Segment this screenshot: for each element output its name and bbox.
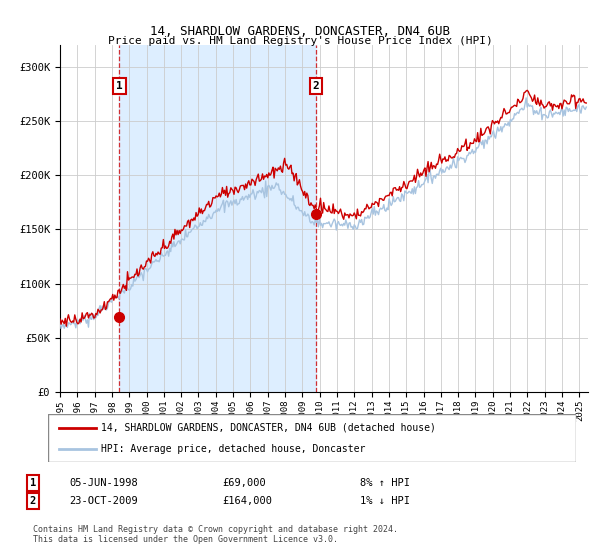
Text: £164,000: £164,000 (222, 496, 272, 506)
Text: 1: 1 (30, 478, 36, 488)
Text: 14, SHARDLOW GARDENS, DONCASTER, DN4 6UB (detached house): 14, SHARDLOW GARDENS, DONCASTER, DN4 6UB… (101, 423, 436, 433)
Text: 2: 2 (313, 81, 320, 91)
Text: 14, SHARDLOW GARDENS, DONCASTER, DN4 6UB: 14, SHARDLOW GARDENS, DONCASTER, DN4 6UB (150, 25, 450, 38)
Text: Contains HM Land Registry data © Crown copyright and database right 2024.
This d: Contains HM Land Registry data © Crown c… (33, 525, 398, 544)
Text: 1% ↓ HPI: 1% ↓ HPI (360, 496, 410, 506)
Text: 1: 1 (116, 81, 123, 91)
Text: 23-OCT-2009: 23-OCT-2009 (69, 496, 138, 506)
Text: 8% ↑ HPI: 8% ↑ HPI (360, 478, 410, 488)
Bar (119, 45, 316, 392)
Text: Price paid vs. HM Land Registry's House Price Index (HPI): Price paid vs. HM Land Registry's House … (107, 36, 493, 46)
Text: 05-JUN-1998: 05-JUN-1998 (69, 478, 138, 488)
Text: £69,000: £69,000 (222, 478, 266, 488)
Text: HPI: Average price, detached house, Doncaster: HPI: Average price, detached house, Donc… (101, 444, 365, 454)
Text: 2: 2 (30, 496, 36, 506)
